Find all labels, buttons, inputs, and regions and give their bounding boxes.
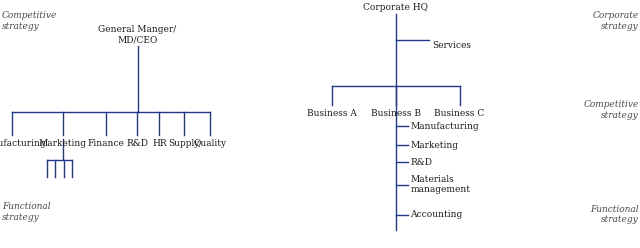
- Text: Business C: Business C: [435, 109, 484, 118]
- Text: Manufacturing: Manufacturing: [410, 122, 479, 131]
- Text: Services: Services: [432, 41, 471, 50]
- Text: Functional
strategy: Functional strategy: [2, 202, 51, 221]
- Text: Materials
management: Materials management: [410, 175, 470, 194]
- Text: Supply: Supply: [168, 139, 200, 148]
- Text: Competitive
strategy: Competitive strategy: [583, 100, 639, 120]
- Text: Functional
strategy: Functional strategy: [590, 205, 639, 224]
- Text: Marketing: Marketing: [410, 141, 458, 150]
- Text: General Manger/
MD/CEO: General Manger/ MD/CEO: [99, 25, 177, 45]
- Text: Competitive
strategy: Competitive strategy: [2, 11, 58, 31]
- Text: Accounting: Accounting: [410, 210, 463, 219]
- Text: HR: HR: [152, 139, 166, 148]
- Text: Business B: Business B: [371, 109, 420, 118]
- Text: Marketing: Marketing: [38, 139, 87, 148]
- Text: R&D: R&D: [410, 158, 432, 167]
- Text: Business A: Business A: [307, 109, 356, 118]
- Text: Quality: Quality: [193, 139, 227, 148]
- Text: R&D: R&D: [126, 139, 148, 148]
- Text: Finance: Finance: [87, 139, 124, 148]
- Text: Corporate
strategy: Corporate strategy: [593, 11, 639, 31]
- Text: Corporate HQ: Corporate HQ: [363, 3, 428, 12]
- Text: Manufacturing: Manufacturing: [0, 139, 46, 148]
